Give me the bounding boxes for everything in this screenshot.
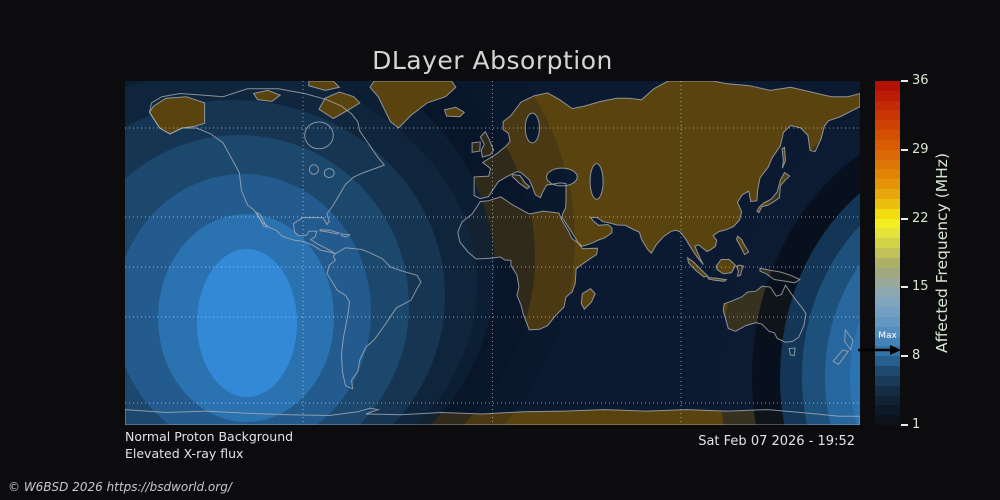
graticule (125, 81, 860, 425)
land-polygon (474, 81, 860, 265)
colorbar-band (875, 336, 900, 347)
colorbar-band (875, 218, 900, 229)
timestamp: Sat Feb 07 2026 - 19:52 (698, 434, 855, 449)
colorbar-band (875, 356, 900, 367)
colorbar-band (875, 366, 900, 376)
copyright: © W6BSD 2026 https://bsdworld.org/ (8, 480, 232, 494)
colorbar-band (875, 208, 900, 219)
colorbar (875, 81, 900, 425)
colorbar-band (875, 189, 900, 199)
colorbar-tick-mark (901, 286, 908, 289)
colorbar-band (875, 385, 900, 396)
colorbar-tick-label: 1 (912, 417, 921, 432)
colorbar-band (875, 100, 900, 111)
colorbar-band (875, 297, 900, 308)
colorbar-band (875, 90, 900, 101)
land-polygon (457, 196, 598, 330)
colorbar-band (875, 267, 900, 278)
colorbar-band (875, 238, 900, 249)
land-polygon (707, 277, 727, 282)
colorbar-band (875, 326, 900, 337)
colorbar-band (875, 415, 900, 425)
colorbar-tick-label: 8 (912, 348, 921, 364)
colorbar-band (875, 287, 900, 298)
colorbar-tick-label: 15 (912, 279, 929, 295)
colorbar-band (875, 257, 900, 268)
colorbar-band (875, 130, 900, 140)
colorbar-band (875, 405, 900, 416)
arctic-landmass (149, 81, 465, 134)
land-polygon (581, 288, 596, 310)
colorbar-axis-label: Affected Frequency (MHz) (933, 153, 951, 353)
colorbar-band (875, 228, 900, 239)
colorbar-band (875, 139, 900, 150)
colorbar-band (875, 120, 900, 131)
colorbar-tick-label: 22 (912, 210, 929, 226)
max-marker-arrow-icon (858, 345, 901, 356)
colorbar-tick-label: 29 (912, 141, 929, 157)
colorbar-band (875, 169, 900, 180)
land-polygon (511, 174, 530, 189)
colorbar-band (875, 198, 900, 209)
coastlines (124, 80, 861, 426)
colorbar-band (875, 159, 900, 170)
chart-title: DLayer Absorption (372, 46, 613, 75)
colorbar-band (875, 307, 900, 317)
colorbar-band (875, 248, 900, 258)
colorbar-band (875, 375, 900, 386)
colorbar-band (875, 110, 900, 121)
colorbar-band (875, 316, 900, 327)
colorbar-tick-label: 36 (912, 73, 929, 88)
colorbar-tick-mark (901, 80, 908, 82)
colorbar-tick-mark (901, 424, 908, 426)
colorbar-band (875, 277, 900, 288)
land-polygon (472, 141, 481, 153)
proton-background-note: Normal Proton Background (125, 429, 294, 444)
xray-flux-note: Elevated X-ray flux (125, 446, 244, 461)
max-marker-label: Max (878, 331, 897, 342)
land-polygon (149, 96, 205, 134)
colorbar-tick-mark (901, 355, 908, 358)
colorbar-tick-mark (901, 148, 908, 151)
colorbar-band (875, 81, 900, 91)
colorbar-band (875, 179, 900, 190)
land-polygon (370, 81, 456, 128)
land-polygon (480, 131, 494, 158)
land-polygon (736, 236, 749, 255)
land-polygon (308, 81, 340, 91)
land-polygon (253, 90, 281, 102)
colorbar-tick-mark (901, 217, 908, 220)
colorbar-band (875, 149, 900, 160)
colorbar-band (875, 395, 900, 406)
